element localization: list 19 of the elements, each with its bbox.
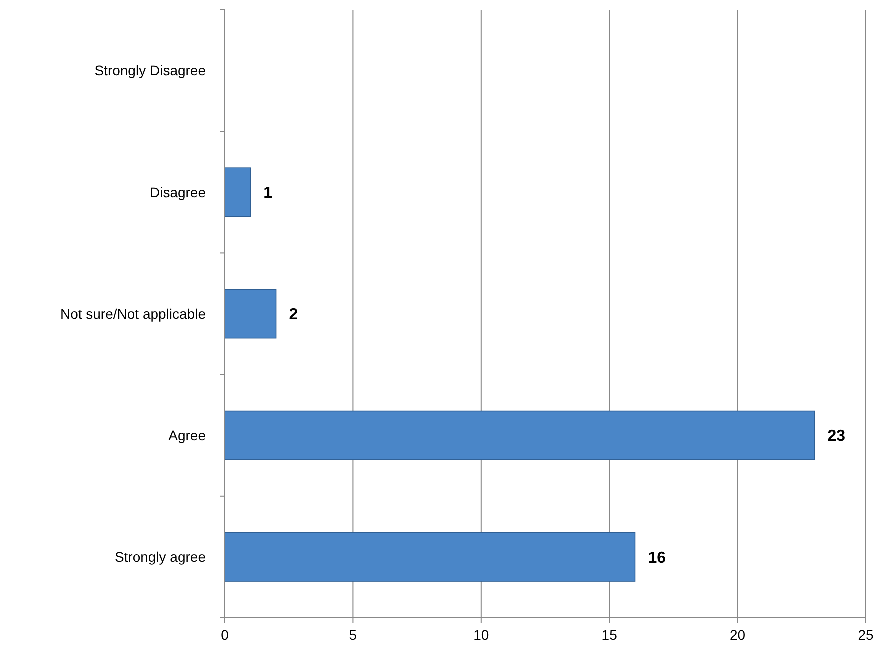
x-tick-label: 15 [602, 627, 618, 643]
data-label: 16 [648, 550, 666, 567]
y-tick-label: Strongly Disagree [94, 62, 206, 79]
y-tick-label: Strongly agree [114, 549, 206, 566]
bar [224, 168, 252, 218]
x-tick-label: 25 [858, 627, 874, 643]
y-tick-label: Disagree [150, 184, 206, 200]
y-tick-label: Agree [168, 428, 206, 444]
x-tick-label: 0 [221, 627, 230, 643]
data-label: 2 [289, 306, 298, 324]
y-tick-label: Not sure/Not applicable [60, 306, 206, 322]
data-label: 23 [828, 428, 846, 446]
x-tick-label: 5 [349, 627, 358, 643]
bar [224, 410, 816, 460]
x-tick-label: 10 [474, 627, 490, 643]
x-tick-label: 20 [730, 627, 746, 643]
bar [224, 289, 277, 339]
bar [224, 532, 636, 582]
data-label: 1 [264, 185, 273, 202]
